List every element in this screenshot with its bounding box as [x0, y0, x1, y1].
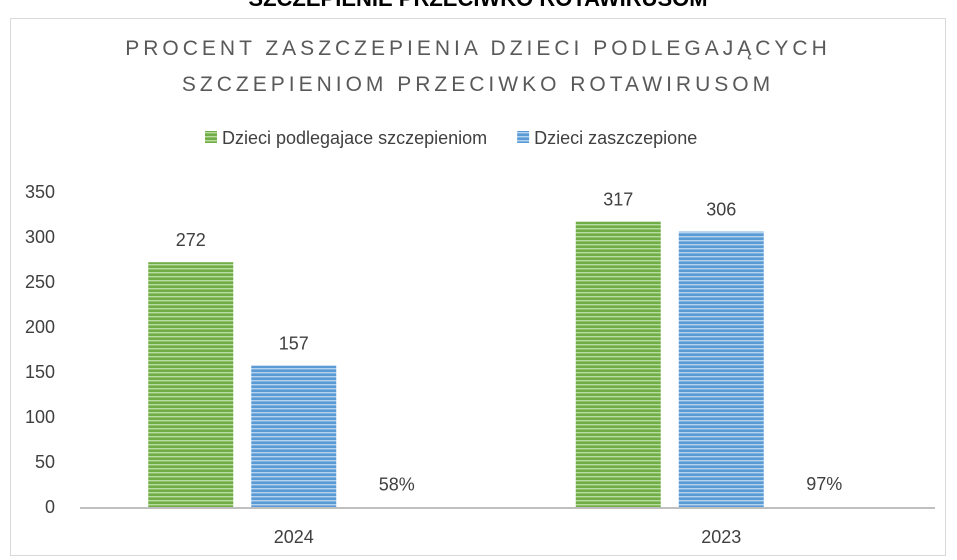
y-tick-label: 50	[35, 452, 55, 472]
data-label: 272	[176, 230, 206, 250]
data-label: 157	[279, 334, 309, 354]
data-label: 317	[603, 190, 633, 210]
x-tick-label: 2024	[274, 527, 314, 547]
data-label: 306	[706, 200, 736, 220]
chart-title: PROCENT ZASZCZEPIENIA DZIECI PODLEGAJĄCY…	[125, 37, 831, 60]
data-label: 58%	[379, 474, 415, 494]
bar	[678, 231, 764, 507]
y-tick-label: 250	[25, 272, 55, 292]
y-tick-label: 100	[25, 407, 55, 427]
bar	[782, 506, 867, 507]
bar	[354, 506, 439, 507]
legend-label: Dzieci podlegajace szczepieniom	[222, 128, 487, 148]
legend-swatch	[517, 131, 530, 143]
legend-label: Dzieci zaszczepione	[534, 128, 697, 148]
y-tick-label: 200	[25, 317, 55, 337]
y-tick-label: 350	[25, 182, 55, 202]
bar	[575, 221, 661, 507]
bar	[251, 365, 337, 507]
y-tick-label: 300	[25, 227, 55, 247]
bar	[148, 262, 234, 507]
page-header: SZCZEPIENIE PRZECIWKO ROTAWIRUSOM	[248, 0, 707, 11]
x-tick-label: 2023	[701, 527, 741, 547]
y-tick-label: 150	[25, 362, 55, 382]
data-label: 97%	[806, 474, 842, 494]
chart-title: SZCZEPIENIOM PRZECIWKO ROTAWIRUSOM	[182, 73, 774, 96]
y-tick-label: 0	[45, 497, 55, 517]
chart-border	[10, 18, 946, 556]
legend-swatch	[205, 131, 217, 143]
